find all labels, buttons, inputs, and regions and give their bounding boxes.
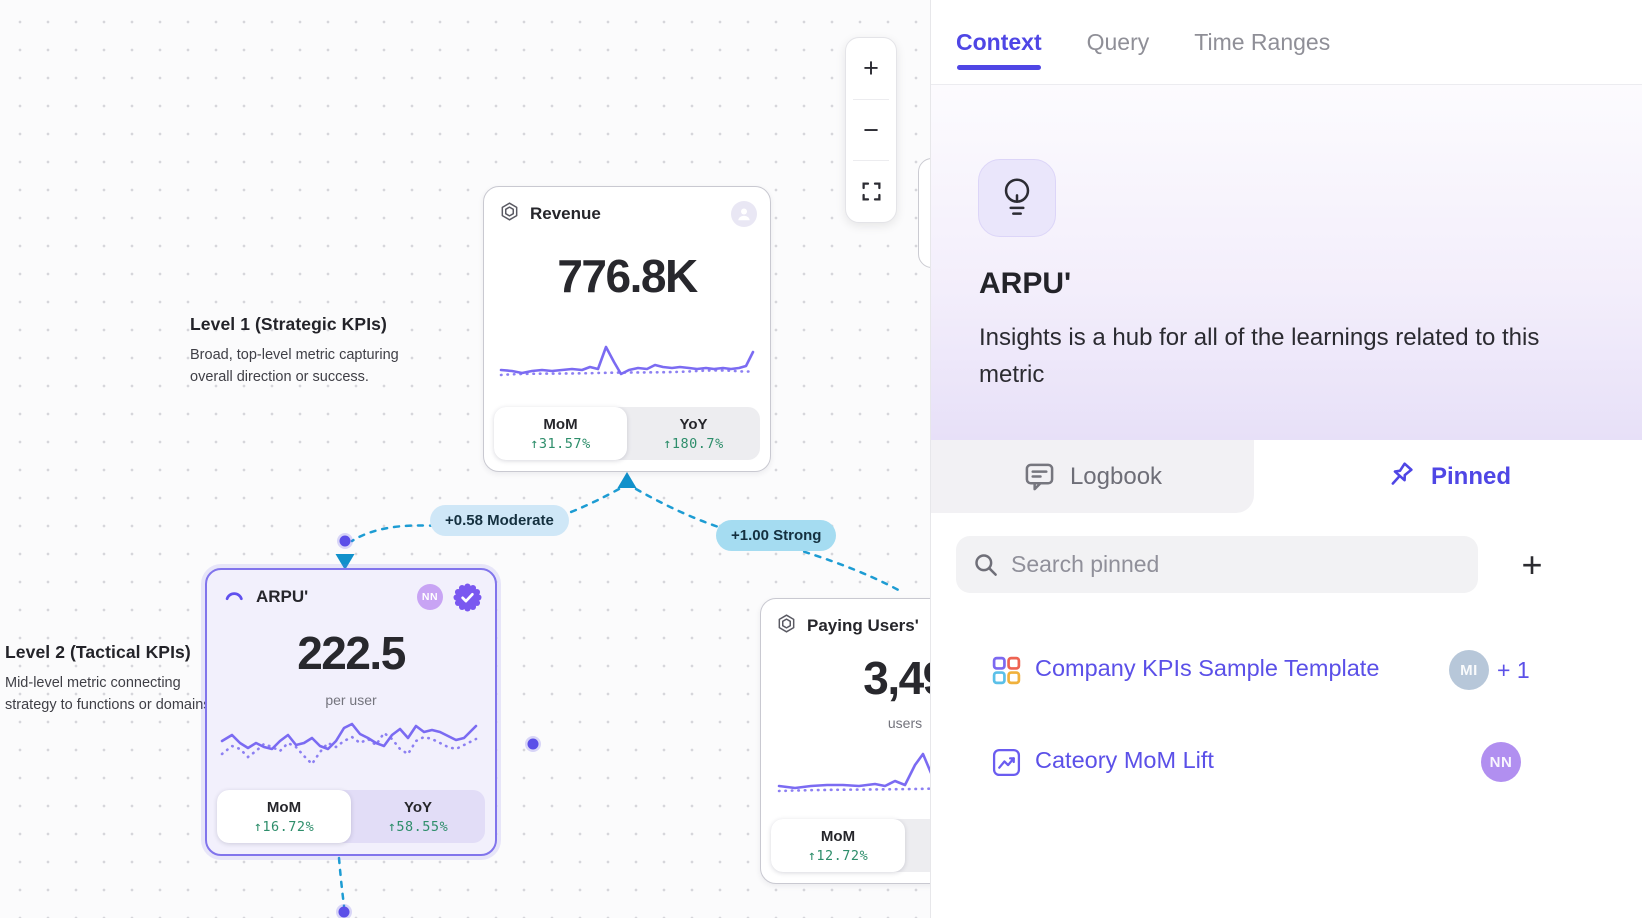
subtab-logbook[interactable]: Logbook xyxy=(931,440,1254,513)
mom-segment[interactable]: MoM ↑12.72% xyxy=(771,819,905,872)
metric-value: 3,49 xyxy=(863,652,930,704)
pin-icon xyxy=(1386,461,1417,492)
level1-title: Level 1 (Strategic KPIs) xyxy=(190,314,387,334)
zoom-out-button[interactable]: − xyxy=(863,114,879,145)
metric-value: 222.5 xyxy=(297,627,406,679)
owner-initials-badge[interactable]: NN xyxy=(417,584,443,610)
card-title: ARPU' xyxy=(256,587,309,606)
level2-title: Level 2 (Tactical KPIs) xyxy=(5,642,191,662)
mom-value: ↑12.72% xyxy=(807,847,869,864)
yoy-label: YoY xyxy=(403,798,433,816)
arc-metric-icon xyxy=(222,584,246,611)
hexagon-metric-icon xyxy=(776,613,797,639)
mom-value: ↑16.72% xyxy=(253,818,315,835)
edge-handle-dot xyxy=(336,904,352,918)
owner-avatar-icon[interactable] xyxy=(731,201,757,227)
context-description: Insights is a hub for all of the learnin… xyxy=(979,324,1540,388)
level2-desc-line2: strategy to functions or domains. xyxy=(5,697,215,713)
avatar[interactable]: MI xyxy=(1449,650,1489,690)
pinned-item-label[interactable]: Company KPIs Sample Template xyxy=(1035,655,1380,681)
chart-trend-icon xyxy=(991,747,1022,778)
pinned-item-company-kpis[interactable]: Company KPIs Sample Template MI + 1 xyxy=(931,646,1642,694)
yoy-segment[interactable]: YoY ↑58.55% xyxy=(351,790,485,843)
revenue-sparkline xyxy=(499,345,755,377)
additional-collaborators-count: + 1 xyxy=(1497,657,1530,683)
card-title: Revenue xyxy=(530,204,601,223)
avatar[interactable]: NN xyxy=(1481,742,1521,782)
mom-label: MoM xyxy=(266,798,302,816)
verified-seal-icon[interactable] xyxy=(453,583,482,612)
edge-handle-dot xyxy=(337,533,353,549)
yoy-value: ↑180.7% xyxy=(663,435,724,452)
active-tab-underline xyxy=(957,65,1041,70)
metric-card-arpu[interactable]: ARPU' NN 222.5 per xyxy=(205,568,497,856)
card-title: Paying Users' xyxy=(807,616,919,635)
subtab-pinned[interactable]: Pinned xyxy=(1254,440,1642,513)
level2-annotation: Level 2 (Tactical KPIs) Mid-level metric… xyxy=(5,642,215,716)
context-hero-section: ARPU' Insights is a hub for all of the l… xyxy=(931,84,1642,440)
tab-context[interactable]: Context xyxy=(956,28,1042,55)
arrow-into-revenue xyxy=(617,472,637,488)
search-box[interactable] xyxy=(956,536,1478,593)
fullscreen-icon xyxy=(861,181,882,202)
search-pinned-input[interactable] xyxy=(1011,551,1462,578)
subtab-logbook-label: Logbook xyxy=(1069,462,1163,490)
lightbulb-icon xyxy=(996,175,1038,221)
arrow-into-arpu xyxy=(335,554,355,570)
mom-value: ↑31.57% xyxy=(530,435,591,452)
pinned-item-cateory-mom-lift[interactable]: Cateory MoM Lift NN xyxy=(931,738,1642,786)
paying-users-sparkline xyxy=(777,752,930,793)
yoy-segment[interactable] xyxy=(905,819,930,872)
tab-query[interactable]: Query xyxy=(1086,28,1150,55)
mom-label: MoM xyxy=(543,415,578,433)
context-panel: Context Query Time Ranges ARPU' Insights… xyxy=(930,0,1642,918)
metric-unit: per user xyxy=(325,692,377,708)
zoom-in-button[interactable]: + xyxy=(863,52,879,83)
search-icon xyxy=(972,551,999,578)
panel-tab-bar: Context Query Time Ranges xyxy=(931,0,1642,84)
add-pinned-button[interactable]: + xyxy=(1521,544,1543,585)
edge-arpu-down xyxy=(337,856,346,908)
level1-desc-line2: overall direction or success. xyxy=(190,369,369,385)
correlation-badge-strong[interactable]: +1.00 Strong xyxy=(716,520,837,551)
hexagon-metric-icon xyxy=(499,201,520,227)
subtab-pinned-label: Pinned xyxy=(1430,462,1511,490)
tab-time-ranges[interactable]: Time Ranges xyxy=(1194,28,1331,55)
mom-segment[interactable]: MoM ↑16.72% xyxy=(217,790,351,843)
yoy-segment[interactable]: YoY ↑180.7% xyxy=(627,407,760,460)
metric-value: 776.8K xyxy=(557,250,698,302)
yoy-label: YoY xyxy=(679,415,708,433)
mom-segment[interactable]: MoM ↑31.57% xyxy=(494,407,627,460)
metric-unit: users xyxy=(887,715,923,731)
level1-desc-line1: Broad, top-level metric capturing xyxy=(190,347,399,363)
canvas-zoom-controls: + − xyxy=(845,37,897,223)
insight-tile xyxy=(978,159,1056,237)
context-subtabs: Logbook Pinned xyxy=(931,440,1642,513)
mom-label: MoM xyxy=(820,827,856,845)
level2-desc-line1: Mid-level metric connecting xyxy=(5,675,181,691)
level1-annotation: Level 1 (Strategic KPIs) Broad, top-leve… xyxy=(190,314,399,388)
correlation-badge-moderate[interactable]: +0.58 Moderate xyxy=(430,505,569,536)
pinned-item-label[interactable]: Cateory MoM Lift xyxy=(1035,747,1214,773)
edge-handle-dot xyxy=(525,736,541,752)
metric-tree-canvas[interactable]: +0.58 Moderate +1.00 Strong Level 1 (Str… xyxy=(0,0,930,918)
context-metric-title: ARPU' xyxy=(979,267,1072,300)
metric-card-paying-users[interactable]: Paying Users' 3,49 users MoM ↑12.72% xyxy=(760,598,930,884)
arpu-sparkline xyxy=(220,722,478,767)
fit-view-button[interactable] xyxy=(846,161,896,222)
logbook-comment-icon xyxy=(1023,461,1056,492)
clipped-metric-card[interactable] xyxy=(918,158,930,268)
pinned-search-row: + xyxy=(931,536,1642,596)
metric-card-revenue[interactable]: Revenue 776.8K MoM ↑31.57% YoY ↑180.7% xyxy=(483,186,771,472)
yoy-value: ↑58.55% xyxy=(387,818,449,835)
template-grid-icon xyxy=(991,655,1022,686)
